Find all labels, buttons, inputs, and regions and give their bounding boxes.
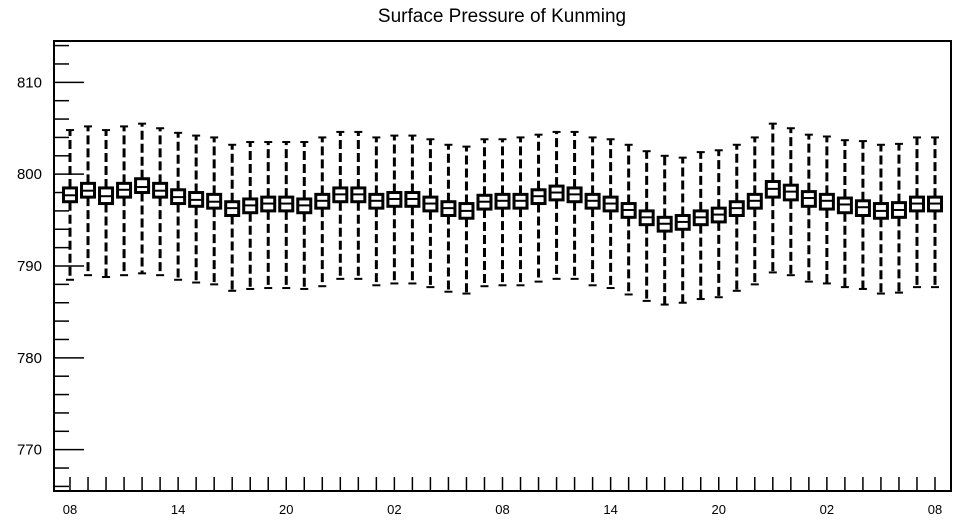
box-item (350, 130, 367, 280)
y-tick-label: 810 (17, 74, 42, 91)
box-body (134, 177, 151, 195)
box-item (152, 127, 169, 277)
y-tick-label: 770 (17, 442, 42, 459)
box-item (494, 138, 511, 287)
box-item (332, 130, 349, 280)
box-item (728, 143, 745, 292)
box-item (602, 138, 619, 290)
box-item (764, 122, 781, 274)
x-tick-label: 02 (387, 502, 401, 517)
box-item (188, 134, 205, 284)
box-series (62, 122, 943, 306)
y-axis: 770 780 790 800 810 (17, 44, 84, 488)
y-tick-label: 790 (17, 258, 42, 275)
box-item (242, 141, 259, 290)
box-item (566, 130, 583, 280)
box-item (260, 141, 277, 290)
box-item (836, 139, 853, 289)
box-item (908, 136, 925, 289)
box-item (548, 130, 565, 280)
box-item (854, 140, 871, 290)
box-item (62, 129, 78, 281)
box-item (818, 135, 835, 285)
x-tick-label: 20 (279, 502, 293, 517)
box-item (422, 138, 439, 289)
box-item (782, 127, 799, 277)
box-item (314, 136, 331, 288)
box-item (80, 125, 97, 277)
box-item (927, 136, 943, 289)
chart-title: Surface Pressure of Kunming (378, 6, 626, 27)
box-item (512, 136, 529, 287)
box-item (224, 143, 241, 292)
y-tick-label: 800 (17, 166, 42, 183)
box-item (296, 141, 313, 290)
box-item (386, 134, 403, 285)
box-item (368, 136, 385, 287)
box-item (638, 150, 655, 302)
x-tick-label: 20 (712, 502, 726, 517)
box-item (620, 143, 637, 296)
box-item (458, 145, 475, 295)
x-tick-label: 14 (171, 502, 185, 517)
x-tick-label: 08 (928, 502, 942, 517)
box-item (746, 136, 763, 286)
box-item (116, 125, 133, 277)
x-axis: 08 14 20 02 08 14 20 02 08 (63, 477, 942, 517)
x-tick-label: 02 (820, 502, 834, 517)
box-item (530, 133, 547, 283)
box-item (134, 122, 151, 275)
box-item (800, 133, 817, 283)
box-item (584, 136, 601, 287)
box-item (710, 149, 727, 299)
x-tick-label: 14 (603, 502, 617, 517)
box-item (206, 136, 223, 286)
box-item (278, 141, 295, 290)
x-tick-label: 08 (495, 502, 509, 517)
y-tick-label: 780 (17, 350, 42, 367)
box-item (872, 143, 889, 295)
box-item (404, 134, 421, 285)
box-item (170, 131, 187, 281)
box-item (98, 129, 115, 279)
box-item (476, 138, 493, 288)
box-item (890, 142, 907, 294)
box-item (674, 156, 691, 304)
box-item (692, 151, 709, 301)
x-tick-label: 08 (63, 502, 77, 517)
box-item (440, 143, 457, 293)
box-item (656, 154, 673, 306)
